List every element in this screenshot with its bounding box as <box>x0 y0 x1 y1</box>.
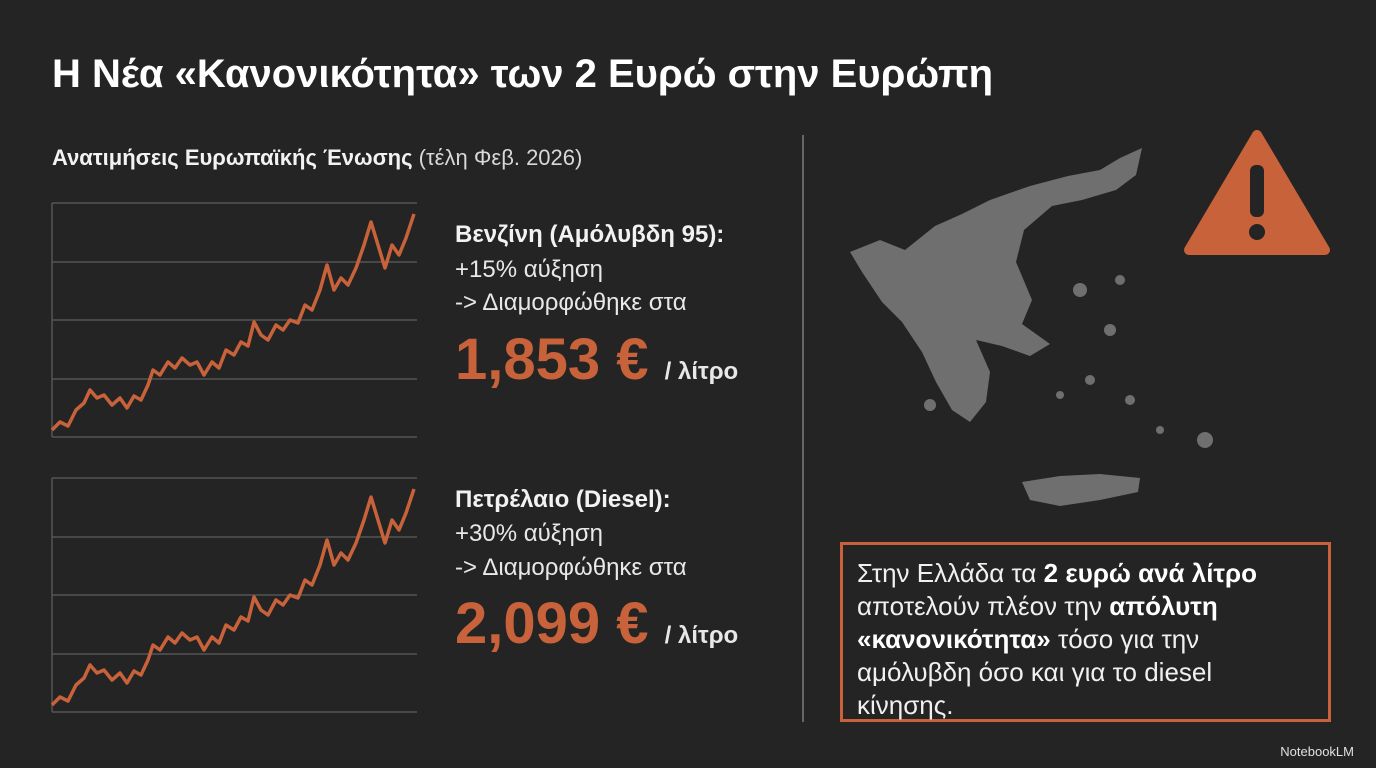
brand: NotebookLM <box>1280 744 1354 759</box>
fuel-change: +30% αύξηση <box>455 520 603 547</box>
fuel-unit: / λίτρο <box>664 358 739 385</box>
callout-text: Στην Ελλάδα τα <box>857 558 1037 588</box>
fuel-name: Βενζίνη (Αμόλυβδη 95): <box>455 221 725 248</box>
section-note: (τέλη Φεβ. 2026) <box>418 145 583 170</box>
fuel-price-row: 2,099 € / λίτρο <box>455 590 738 657</box>
fuel-price: 2,099 € <box>455 591 649 656</box>
warning-icon <box>1184 130 1330 255</box>
fuel-change: +15% αύξηση <box>455 256 603 283</box>
callout: Στην Ελλάδα τα 2 ευρώ ανά λίτρο αποτελού… <box>840 542 1331 722</box>
fuel-result: -> Διαμορφώθηκε στα <box>455 289 687 316</box>
section-heading: Ανατιμήσεις Ευρωπαϊκής Ένωσης (τέλη Φεβ.… <box>52 145 582 171</box>
fuel-result: -> Διαμορφώθηκε στα <box>455 554 687 581</box>
fuel-price-row: 1,853 € / λίτρο <box>455 326 738 393</box>
fuel-unit: / λίτρο <box>664 622 739 649</box>
trend-illustration <box>50 476 419 714</box>
trend-illustration <box>50 201 419 439</box>
callout-text: αποτελούν πλέον την <box>857 591 1103 621</box>
section-title: Ανατιμήσεις Ευρωπαϊκής Ένωσης <box>52 145 413 170</box>
fuel-name: Πετρέλαιο (Diesel): <box>455 486 671 513</box>
title: Η Νέα «Κανονικότητα» των 2 Ευρώ στην Ευρ… <box>52 52 994 96</box>
callout-text: τόσο για την αμόλυβδη όσο και για το die… <box>857 624 1213 720</box>
fuel-price: 1,853 € <box>455 327 649 392</box>
callout-emphasis: 2 ευρώ ανά λίτρο <box>1043 558 1258 588</box>
map-greece <box>850 148 1213 506</box>
callout-emphasis: απόλυτη «κανονικότητα» <box>857 591 1218 654</box>
